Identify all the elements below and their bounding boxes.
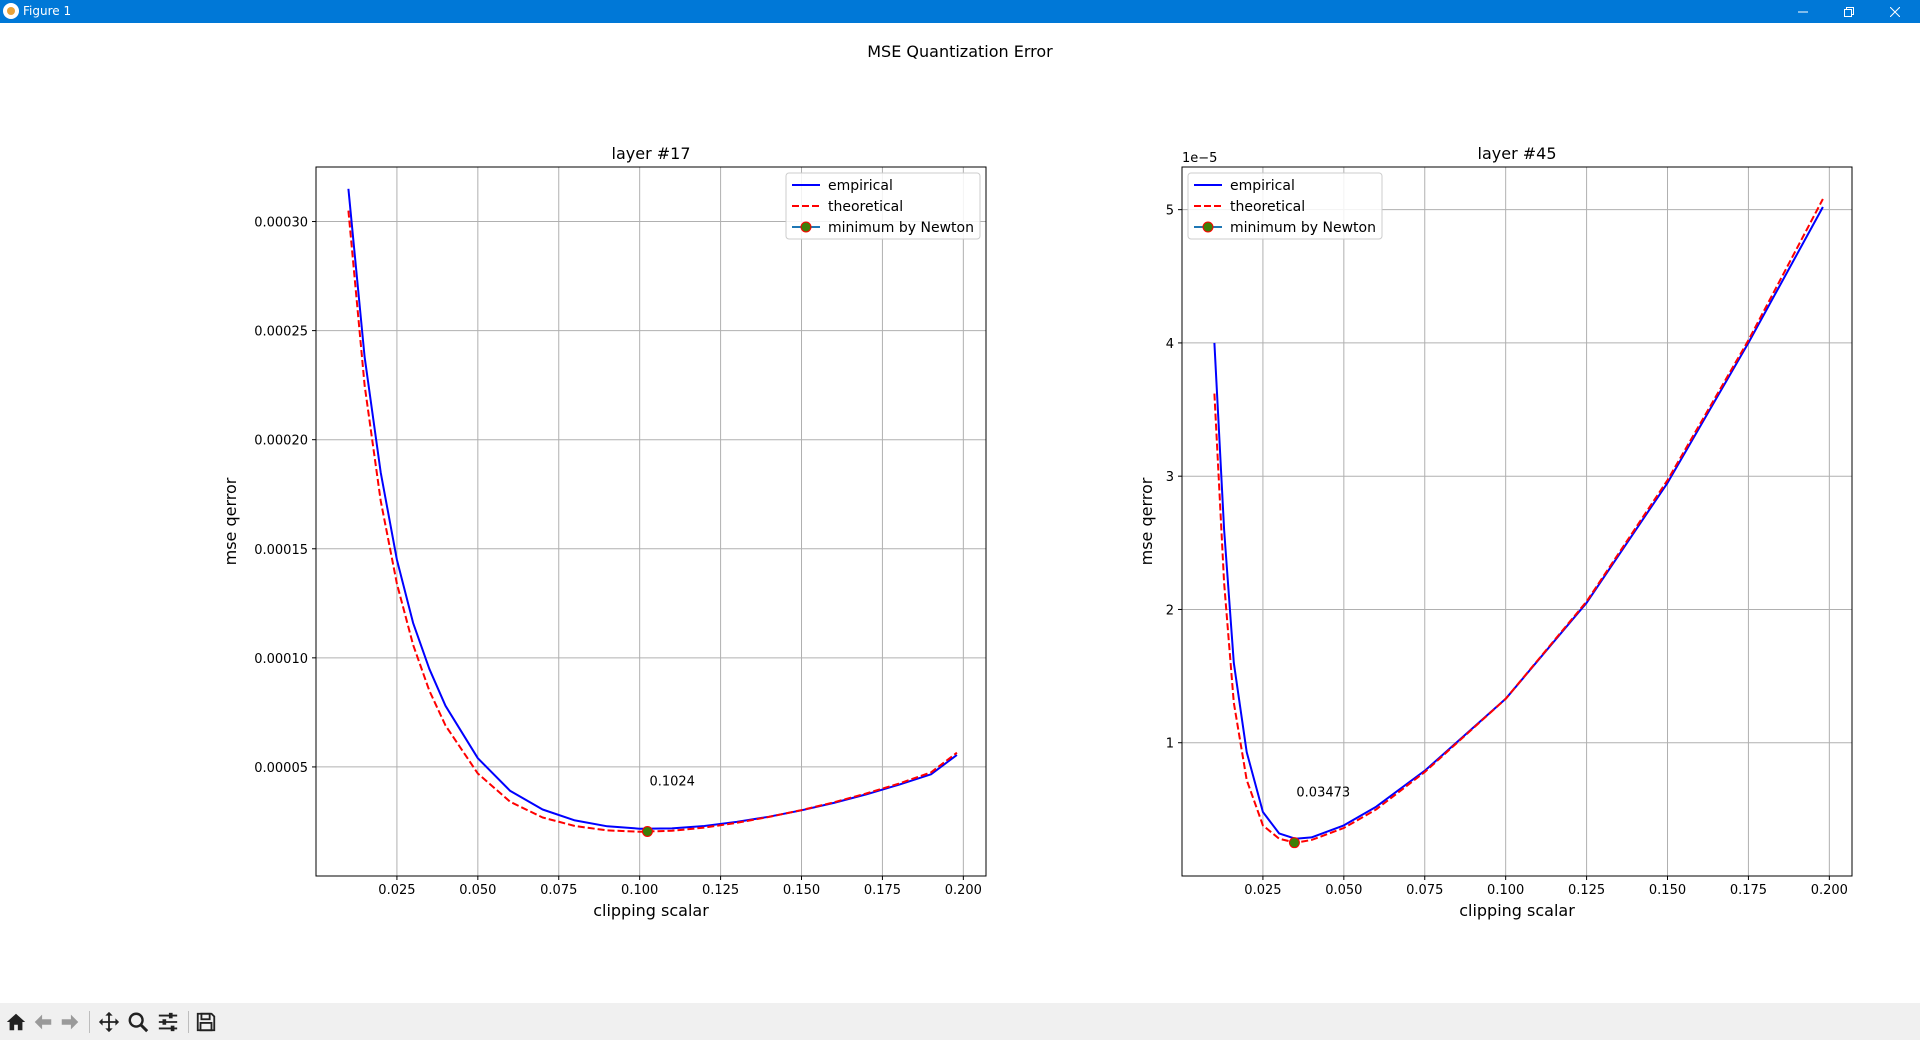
y-tick-label: 0.00030 — [254, 216, 308, 231]
x-tick-label: 0.175 — [864, 883, 901, 898]
navigation-toolbar — [0, 1003, 1920, 1040]
x-tick-label: 0.100 — [621, 883, 658, 898]
x-tick-label: 0.075 — [1406, 883, 1443, 898]
window-title: Figure 1 — [23, 4, 72, 18]
legend-box — [1187, 172, 1383, 240]
legend-entry-empirical-label: empirical — [828, 178, 893, 194]
toolbar-separator — [89, 1011, 90, 1033]
chart-1: 0.025 0.050 0.075 0.100 0.125 0.150 0.175 0.200… — [221, 144, 987, 920]
minimum-annotation: 0.1024 — [649, 774, 695, 789]
figure-svg: MSE Quantization Error 0.025 0.050 0.075 0.… — [221, 42, 1853, 920]
series-theoretical-line — [347, 210, 958, 833]
legend-marker-swatch — [800, 221, 812, 233]
legend-entry-minimum-label: minimum by Newton — [828, 220, 974, 236]
figure-suptitle: MSE Quantization Error — [867, 42, 1053, 61]
toolbar-separator — [188, 1011, 189, 1033]
save-button[interactable] — [193, 1009, 219, 1035]
x-tick-label: 0.175 — [1730, 883, 1767, 898]
app-icon — [3, 3, 19, 19]
legend-entry-theoretical-label: theoretical — [828, 199, 903, 215]
x-tick-label: 0.100 — [1487, 883, 1524, 898]
y-tick-label: 5 — [1166, 204, 1174, 219]
close-icon — [1890, 6, 1900, 17]
back-icon — [34, 1014, 52, 1030]
y-tick-label: 3 — [1166, 470, 1174, 485]
restore-icon — [1844, 6, 1854, 17]
pan-icon — [98, 1011, 120, 1033]
x-tick-label: 0.025 — [1244, 883, 1281, 898]
configure-subplots-icon — [158, 1012, 178, 1032]
zoom-button[interactable] — [125, 1009, 151, 1035]
y-tick-label: 0.00020 — [254, 434, 308, 449]
window-titlebar: Figure 1 — [0, 0, 1920, 23]
y-tick-label: 0.00015 — [254, 543, 308, 558]
legend: empirical theoretical minimum by Newton — [1187, 172, 1383, 240]
close-button[interactable] — [1872, 0, 1918, 23]
x-tick-label: 0.125 — [702, 883, 739, 898]
x-tick-label: 0.150 — [783, 883, 820, 898]
configure-subplots-button[interactable] — [155, 1009, 181, 1035]
x-tick-label: 0.200 — [1811, 883, 1848, 898]
legend-entry-empirical-label: empirical — [1230, 178, 1295, 194]
y-tick-label: 2 — [1166, 603, 1174, 618]
y-tick-label: 0.00010 — [254, 652, 308, 667]
series-theoretical-line — [1213, 198, 1824, 844]
series-empirical-line — [1213, 206, 1824, 840]
legend-box — [785, 172, 981, 240]
minimum-annotation: 0.03473 — [1296, 786, 1350, 801]
legend-entry-theoretical-label: theoretical — [1230, 199, 1305, 215]
home-icon — [6, 1013, 26, 1031]
x-tick-label: 0.150 — [1649, 883, 1686, 898]
y-tick-label: 0.00005 — [254, 761, 308, 776]
x-tick-label: 0.125 — [1568, 883, 1605, 898]
forward-icon — [61, 1014, 79, 1030]
legend-marker-swatch — [1202, 221, 1214, 233]
save-icon — [196, 1012, 216, 1032]
axes-frame — [1181, 166, 1853, 877]
restore-button[interactable] — [1826, 0, 1872, 23]
x-tick-label: 0.075 — [540, 883, 577, 898]
x-axis-label: clipping scalar — [1459, 901, 1575, 920]
chart-title: layer #45 — [1478, 144, 1557, 163]
forward-button[interactable] — [57, 1009, 83, 1035]
y-axis-label: mse qerror — [221, 477, 240, 565]
minimum-marker — [1288, 837, 1300, 849]
chart-2: 0.025 0.050 0.075 0.100 0.125 0.150 0.175 0.200… — [1137, 144, 1853, 920]
back-button[interactable] — [30, 1009, 56, 1035]
series-empirical-line — [347, 188, 958, 830]
x-tick-label: 0.050 — [459, 883, 496, 898]
y-tick-label: 1 — [1166, 737, 1174, 752]
axes-frame — [315, 166, 987, 877]
zoom-icon — [128, 1012, 149, 1033]
y-tick-label: 0.00025 — [254, 325, 308, 340]
minimize-icon — [1798, 11, 1808, 12]
pan-button[interactable] — [96, 1009, 122, 1035]
y-tick-label: 4 — [1166, 337, 1174, 352]
x-tick-label: 0.050 — [1325, 883, 1362, 898]
figure-canvas[interactable]: MSE Quantization Error 0.025 0.050 0.075 0.… — [0, 23, 1920, 1003]
legend-entry-minimum-label: minimum by Newton — [1230, 220, 1376, 236]
x-tick-label: 0.025 — [378, 883, 415, 898]
minimize-button[interactable] — [1780, 0, 1826, 23]
y-offset-text: 1e−5 — [1182, 151, 1217, 166]
chart-title: layer #17 — [612, 144, 691, 163]
x-tick-label: 0.200 — [945, 883, 982, 898]
minimum-marker — [641, 825, 653, 837]
legend: empirical theoretical minimum by Newton — [785, 172, 981, 240]
y-axis-label: mse qerror — [1137, 477, 1156, 565]
x-axis-label: clipping scalar — [593, 901, 709, 920]
home-button[interactable] — [3, 1009, 29, 1035]
